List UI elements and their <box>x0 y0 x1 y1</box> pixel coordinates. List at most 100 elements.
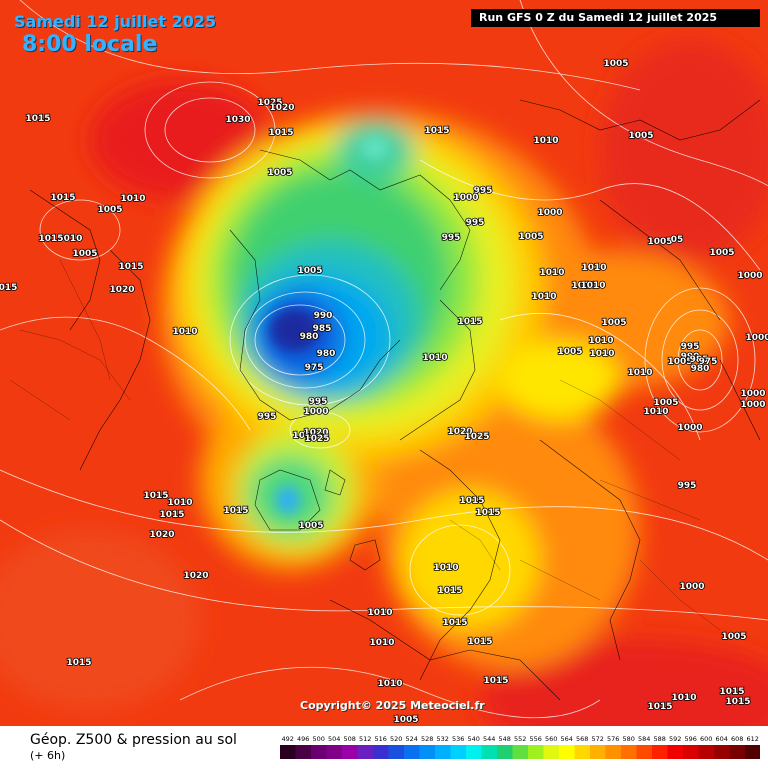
isobar-label: 1010 <box>369 638 394 648</box>
legend-swatch <box>326 745 342 759</box>
isobar-label: 1025 <box>304 434 329 444</box>
run-banner: Run GFS 0 Z du Samedi 12 juillet 2025 <box>471 9 760 27</box>
isobar-label: 975 <box>305 363 324 373</box>
isobar-label: 1005 <box>557 347 582 357</box>
isobar-label: 1010 <box>671 693 696 703</box>
isobar-label: 1000 <box>737 271 762 281</box>
isobar-label: 010 <box>64 234 83 244</box>
isobar-label: 1010 <box>367 608 392 618</box>
legend-swatch <box>435 745 451 759</box>
legend-swatch <box>466 745 482 759</box>
isobar-lines <box>0 0 768 719</box>
legend-tick-label: 516 <box>375 735 387 743</box>
map-date-label: Samedi 12 juillet 2025 <box>14 12 217 31</box>
isobar-label: 1010 <box>533 136 558 146</box>
isobar-label: 1025 <box>257 98 282 108</box>
isobar-label: 1015 <box>159 510 184 520</box>
isobar-label: 1010 <box>292 431 317 441</box>
map-subtitle: (+ 6h) <box>30 749 66 762</box>
legend-swatch <box>280 745 296 759</box>
legend-swatch <box>559 745 575 759</box>
isobar-label: 980 <box>317 349 336 359</box>
isobar-label: 1000 <box>740 400 765 410</box>
isobar-label: 1005 <box>97 205 122 215</box>
legend-swatch <box>621 745 637 759</box>
isobar-label: 1005 <box>267 168 292 178</box>
isobar-label: 1015 <box>437 586 462 596</box>
isobar-label: 995 <box>474 186 493 196</box>
isobar-label: 1015 <box>483 676 508 686</box>
isobar-label: 1020 <box>269 103 294 113</box>
isobar-label: 1015 <box>50 193 75 203</box>
legend-tick-label: 512 <box>359 735 371 743</box>
isobar-label: 1005 <box>72 249 97 259</box>
isobar-label: 990 <box>681 352 700 362</box>
isobar-label: 980 <box>300 332 319 342</box>
legend-tick-label: 556 <box>530 735 542 743</box>
legend-tick-label: 588 <box>654 735 666 743</box>
isobar-label: 1010 <box>433 563 458 573</box>
borders <box>9 259 721 631</box>
isobar-label: 1010 <box>581 263 606 273</box>
isobar-label: 1020 <box>303 428 328 438</box>
legend-swatch <box>512 745 528 759</box>
legend-tick-label: 504 <box>328 735 340 743</box>
isobar-label: 1015 <box>143 491 168 501</box>
legend-swatch <box>342 745 358 759</box>
legend-swatch <box>295 745 311 759</box>
legend-tick-label: 528 <box>421 735 433 743</box>
isobar-label: 1025 <box>464 432 489 442</box>
isobar-label: 1030 <box>225 115 250 125</box>
legend-tick-label: 540 <box>468 735 480 743</box>
legend-swatch <box>528 745 544 759</box>
legend-swatch <box>636 745 652 759</box>
legend-tick-label: 564 <box>561 735 573 743</box>
isobar-label: 1015 <box>719 687 744 697</box>
legend-tick-label: 612 <box>747 735 759 743</box>
isobar-label: 1020 <box>183 571 208 581</box>
isobar-label: 1005 <box>298 521 323 531</box>
isobar-label: 985 <box>313 324 332 334</box>
isobar-label: 1010 <box>172 327 197 337</box>
isobar-label: 1010 <box>120 194 145 204</box>
legend-tick-label: 572 <box>592 735 604 743</box>
isobar-label: 995 <box>678 481 697 491</box>
isobar-label: 990 <box>314 311 333 321</box>
isobar-label: 1010 <box>377 679 402 689</box>
legend-swatch <box>357 745 373 759</box>
copyright-label: Copyright© 2025 Meteociel.fr <box>300 699 485 712</box>
legend-swatch <box>714 745 730 759</box>
legend-tick-label: 532 <box>437 735 449 743</box>
isobar-label: 1015 <box>223 506 248 516</box>
low-pressure-core <box>270 136 389 514</box>
isobar-label: 1015 <box>725 697 750 707</box>
isobar-label: 1015 <box>268 128 293 138</box>
isobar-label: 995 <box>258 412 277 422</box>
isobar-label: 1005 <box>667 357 692 367</box>
isobar-label: 1000 <box>679 582 704 592</box>
isobar-label: 1000 <box>537 208 562 218</box>
isobar-label: 1015 <box>475 508 500 518</box>
legend-tick-label: 496 <box>297 735 309 743</box>
isobar-label: 1015 <box>118 262 143 272</box>
isobar-label: 1015 <box>38 234 63 244</box>
isobar-label: 1000 <box>745 333 768 343</box>
isobar-label: 1005 <box>518 232 543 242</box>
legend-swatch <box>745 745 760 759</box>
isobar-label: 995 <box>466 218 485 228</box>
isobar-label: 1005 <box>647 237 672 247</box>
legend-swatch <box>373 745 389 759</box>
isobar-label: 1020 <box>447 427 472 437</box>
isobar-label: 1010 <box>580 281 605 291</box>
isobar-label: 1005 <box>628 131 653 141</box>
legend-tick-label: 524 <box>406 735 418 743</box>
isobar-label: 980 <box>691 364 710 374</box>
legend-tick-label: 592 <box>669 735 681 743</box>
isobar-label: 1010 <box>627 368 652 378</box>
isobar-label: 1015 <box>647 702 672 712</box>
legend-swatch <box>388 745 404 759</box>
legend-tick-label: 536 <box>452 735 464 743</box>
isobar-label: 1010 <box>422 353 447 363</box>
